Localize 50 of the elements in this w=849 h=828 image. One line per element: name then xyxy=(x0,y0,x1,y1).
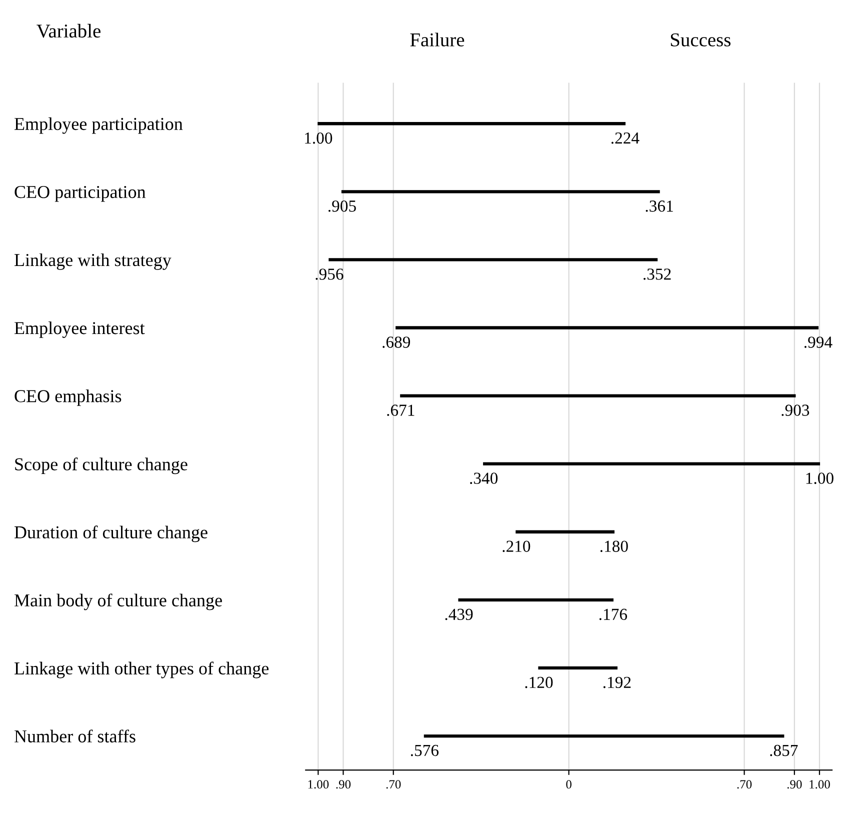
y-tick-label: Main body of culture change xyxy=(14,594,222,610)
annotation: .340 xyxy=(470,472,498,484)
annotation: .905 xyxy=(328,200,356,212)
x-tick-label: .70 xyxy=(737,780,752,789)
x-tick-label: .90 xyxy=(336,780,351,789)
bar xyxy=(538,666,618,670)
bar xyxy=(424,734,784,738)
y-tick-label: CEO emphasis xyxy=(14,390,122,406)
y-tick-label: Number of staffs xyxy=(14,730,136,742)
y-tick-label: Duration of culture change xyxy=(14,526,208,542)
annotation: .956 xyxy=(316,268,344,280)
annotation: .689 xyxy=(382,336,410,348)
annotation: 1.00 xyxy=(305,132,332,144)
y-tick-label: Scope of culture change xyxy=(15,457,188,474)
bar xyxy=(328,258,658,262)
x-tick-label: .70 xyxy=(386,780,401,789)
annotation: .439 xyxy=(445,608,473,620)
bar xyxy=(458,598,614,602)
bar xyxy=(483,462,820,466)
y-tick-label: Employee interest xyxy=(14,321,145,338)
y-tick-label: Employee participation xyxy=(14,117,183,134)
annotation: 1.00 xyxy=(806,472,834,484)
annotation: .857 xyxy=(770,744,798,756)
annotation: .210 xyxy=(502,540,530,552)
x-tick-label: 1.00 xyxy=(810,780,830,789)
bar xyxy=(318,122,626,126)
bar xyxy=(341,190,660,194)
bar xyxy=(400,394,796,398)
x-tick-label: 1.00 xyxy=(308,780,329,789)
y-tick-label: Linkage with strategy xyxy=(14,253,172,270)
annotation: .576 xyxy=(410,744,439,756)
text: Success xyxy=(670,33,730,46)
annotation: .120 xyxy=(525,676,553,688)
x-tick-label: .90 xyxy=(787,780,802,789)
annotation: .180 xyxy=(600,540,628,552)
y-tick-label: CEO participation xyxy=(14,186,146,202)
annotation: .361 xyxy=(646,200,673,212)
annotation: .192 xyxy=(603,676,631,688)
annotation: .176 xyxy=(599,608,628,620)
text: Failure xyxy=(410,32,464,46)
x-tick-label: 0 xyxy=(566,780,572,789)
y-axis-title: Variable xyxy=(36,24,100,38)
bar xyxy=(516,530,615,534)
y-tick-label: Linkage with other types of change xyxy=(14,662,269,678)
bar xyxy=(396,326,819,330)
annotation: .224 xyxy=(611,132,640,144)
annotation: .994 xyxy=(804,336,832,348)
annotation: .352 xyxy=(644,268,671,280)
annotation: .671 xyxy=(387,404,414,416)
annotation: .903 xyxy=(782,404,810,416)
